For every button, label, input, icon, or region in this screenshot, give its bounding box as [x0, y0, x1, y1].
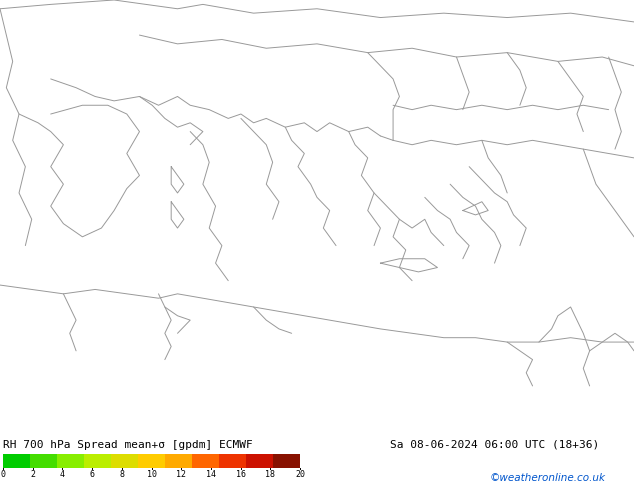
- Text: 16: 16: [236, 470, 245, 479]
- Text: 10: 10: [146, 470, 157, 479]
- Bar: [3, 454, 30, 468]
- Text: 12: 12: [176, 470, 186, 479]
- Text: 20: 20: [295, 470, 305, 479]
- Text: ©weatheronline.co.uk: ©weatheronline.co.uk: [490, 473, 606, 483]
- Text: 8: 8: [119, 470, 124, 479]
- Bar: [165, 454, 192, 468]
- Bar: [57, 454, 84, 468]
- Bar: [111, 454, 138, 468]
- Text: 14: 14: [206, 470, 216, 479]
- Bar: [84, 454, 111, 468]
- Text: Sa 08-06-2024 06:00 UTC (18+36): Sa 08-06-2024 06:00 UTC (18+36): [390, 440, 599, 449]
- Bar: [30, 454, 57, 468]
- Bar: [138, 454, 165, 468]
- Text: RH 700 hPa Spread mean+σ [gpdm] ECMWF: RH 700 hPa Spread mean+σ [gpdm] ECMWF: [3, 440, 253, 449]
- Text: 2: 2: [30, 470, 36, 479]
- Text: 6: 6: [89, 470, 94, 479]
- Text: 0: 0: [1, 470, 6, 479]
- Bar: [219, 454, 246, 468]
- Bar: [246, 454, 273, 468]
- Text: 4: 4: [60, 470, 65, 479]
- Text: 18: 18: [265, 470, 275, 479]
- Bar: [192, 454, 219, 468]
- Bar: [273, 454, 300, 468]
